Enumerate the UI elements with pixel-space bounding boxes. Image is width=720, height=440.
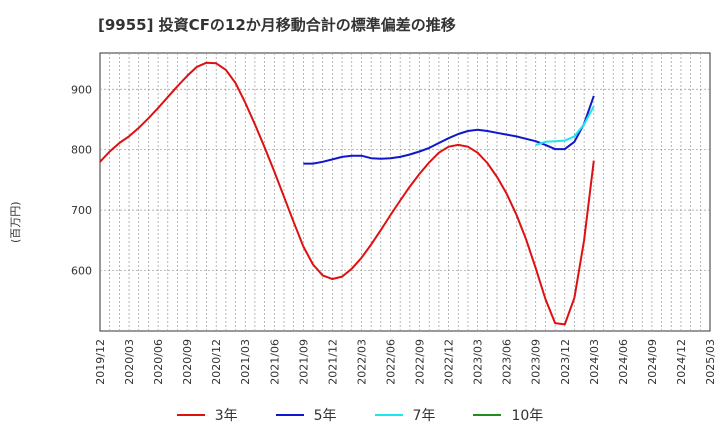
y-tick-label: 700 <box>71 204 92 217</box>
legend-label: 7年 <box>412 408 436 424</box>
x-tick-label: 2025/03 <box>704 339 717 385</box>
x-tick-label: 2023/09 <box>530 339 543 385</box>
x-tick-label: 2020/12 <box>210 339 223 385</box>
legend-item: 3年 <box>176 405 238 425</box>
x-tick-label: 2020/03 <box>123 339 136 385</box>
legend-item: 10年 <box>473 405 543 425</box>
x-tick-label: 2019/12 <box>94 339 107 385</box>
x-tick-label: 2023/06 <box>501 339 514 385</box>
y-tick-label: 900 <box>71 83 92 96</box>
legend: 3年 5年 7年 10年 <box>0 403 720 427</box>
legend-item: 5年 <box>275 405 337 425</box>
x-tick-label: 2022/09 <box>414 339 427 385</box>
series-lines <box>99 61 595 326</box>
legend-item: 7年 <box>374 405 436 425</box>
legend-label: 5年 <box>313 408 337 424</box>
y-tick-label: 600 <box>71 265 92 278</box>
x-tick-label: 2022/03 <box>355 339 368 385</box>
legend-label: 10年 <box>511 408 544 424</box>
x-tick-label: 2024/03 <box>588 339 601 385</box>
x-tick-label: 2020/06 <box>152 339 165 385</box>
x-tick-label: 2022/06 <box>384 339 397 385</box>
x-tick-label: 2024/12 <box>675 339 688 385</box>
legend-swatch <box>275 414 304 416</box>
y-tick-label: 800 <box>71 144 92 157</box>
series-line-7年 <box>535 105 595 146</box>
x-tick-label: 2024/06 <box>617 339 630 385</box>
axis-tick-labels: 600 700 800 900 2019/12 2020/03 2020/06 2020/09… <box>71 83 717 384</box>
series-line-3年 <box>99 61 595 326</box>
x-tick-label: 2021/12 <box>326 339 339 385</box>
chart-title: [9955] 投資CFの12か月移動合計の標準偏差の推移 <box>98 16 456 34</box>
legend-label: 3年 <box>214 408 238 424</box>
grid-lines <box>100 53 710 331</box>
legend-swatch <box>374 414 403 416</box>
series-line-5年 <box>303 95 595 165</box>
x-tick-label: 2021/06 <box>268 339 281 385</box>
x-tick-label: 2023/12 <box>559 339 572 385</box>
legend-swatch <box>473 414 502 416</box>
x-tick-label: 2022/12 <box>443 339 456 385</box>
x-tick-label: 2024/09 <box>646 339 659 385</box>
legend-swatch <box>176 414 205 416</box>
x-tick-label: 2020/09 <box>181 339 194 385</box>
x-tick-label: 2023/03 <box>472 339 485 385</box>
x-tick-label: 2021/09 <box>297 339 310 385</box>
x-tick-label: 2021/03 <box>239 339 252 385</box>
